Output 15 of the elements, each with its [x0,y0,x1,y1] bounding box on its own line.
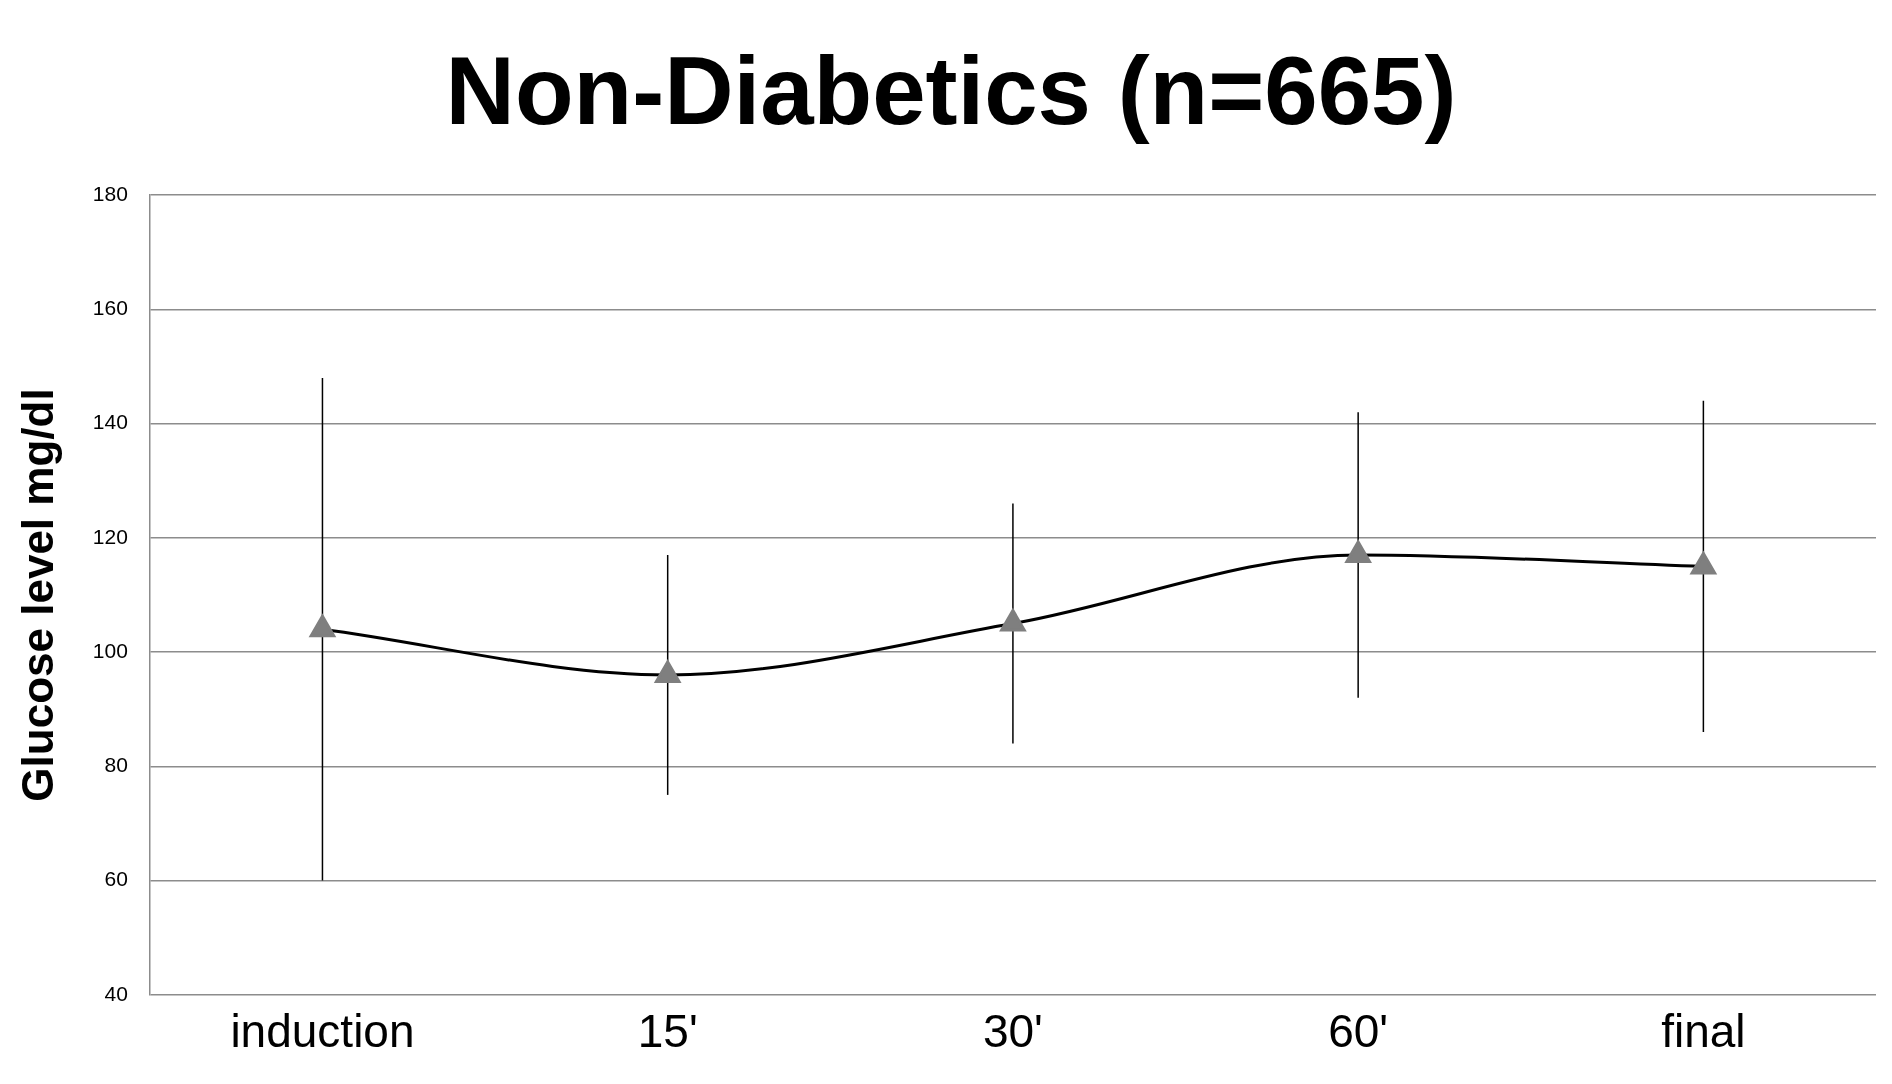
y-axis-title: Glucose level mg/dl [12,388,62,802]
x-tick-label: induction [230,1005,415,1058]
y-tick-label: 40 [104,981,128,1005]
chart-title: Non-Diabetics (n=665) [445,37,1457,145]
x-tick-label: 30' [982,1005,1043,1058]
x-tick-label: final [1661,1005,1746,1058]
x-tick-label: 60' [1328,1005,1389,1058]
y-tick-label: 140 [92,410,128,434]
y-tick-label: 180 [92,182,128,205]
y-tick-label: 100 [92,638,128,662]
y-tick-label: 60 [104,867,128,891]
y-tick-label: 160 [92,296,128,320]
x-tick-label: 15' [637,1005,698,1058]
y-tick-label: 80 [104,753,128,777]
y-tick-label: 120 [92,524,128,548]
